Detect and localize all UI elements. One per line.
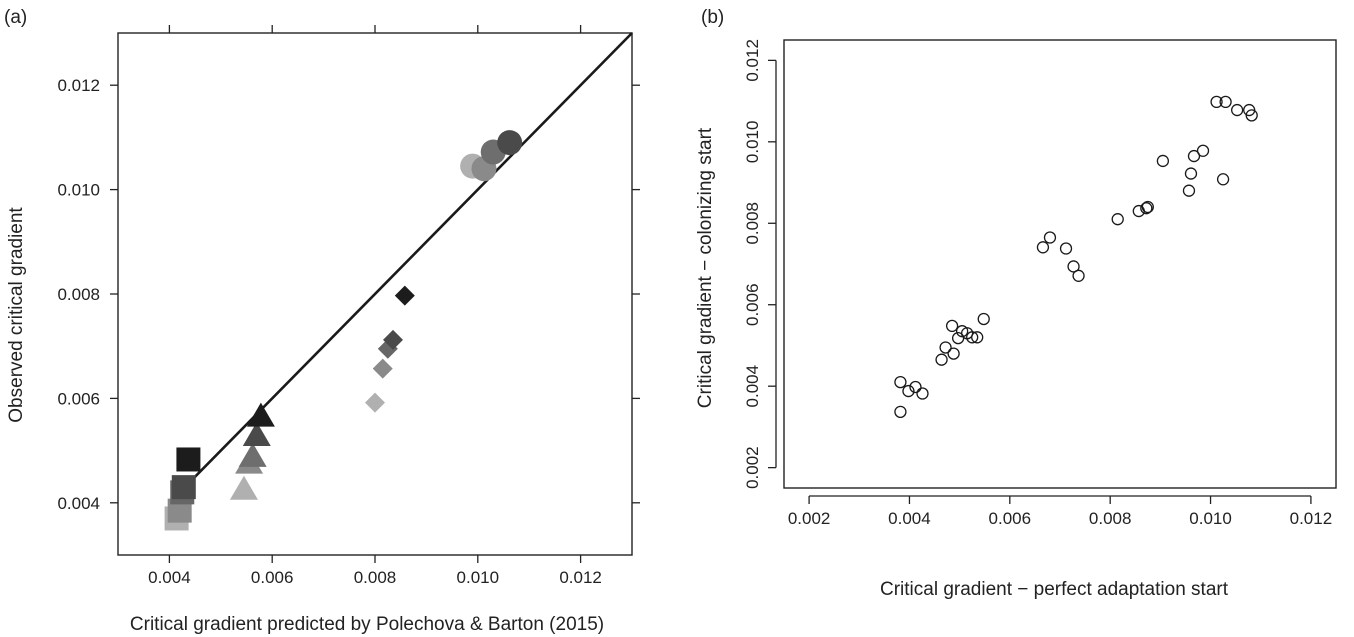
- reference-line: [173, 32, 633, 499]
- open-circle-point: [945, 319, 959, 333]
- triangle-marker: [229, 475, 258, 500]
- open-circle-point: [1141, 200, 1154, 214]
- open-circle-point: [1156, 154, 1170, 168]
- triangle-marker: [242, 421, 271, 446]
- open-circle-point: [1140, 202, 1153, 215]
- panel-b-y-tick-label: 0.006: [743, 283, 762, 326]
- open-circle-point: [894, 375, 907, 389]
- panel-a-xlabel: Critical gradient predicted by Polechova…: [130, 614, 604, 635]
- open-circle-point: [1184, 167, 1198, 180]
- open-circle-point: [1230, 103, 1244, 117]
- panel-a-plot: 0.004 0.006 0.008 0.010 0.012 0.004 0.006 0.008…: [57, 25, 640, 587]
- panel-a-y-tick-label: 0.004: [57, 494, 100, 513]
- panel-a-y-tick-label: 0.006: [57, 389, 100, 408]
- panel-b-x-tick-label: 0.004: [888, 509, 931, 528]
- panel-b-x-tick-label: 0.012: [1290, 509, 1333, 528]
- panel-a-y-tick-label: 0.008: [57, 285, 100, 304]
- diamond-marker: [365, 392, 385, 413]
- panel-b-xlabel: Critical gradient − perfect adaptation s…: [880, 579, 1229, 600]
- diamond-marker: [372, 358, 393, 379]
- square-marker: [171, 475, 196, 500]
- panel-a: (a) 0.004 0.006 0.008 0.010 0.0120.0040.0060…: [4, 7, 640, 635]
- panel-a-x-tick-label: 0.012: [559, 568, 602, 587]
- panel-b-x-tick-label: 0.006: [989, 509, 1032, 528]
- panel-b-y-tick-label: 0.012: [743, 39, 762, 82]
- open-circle-point: [1067, 260, 1080, 273]
- panel-b-plot: 0.002 0.004 0.006 0.008 0.010 0.012 0.002 0.004…: [743, 39, 1337, 528]
- panel-a-x-tick-label: 0.004: [148, 568, 191, 587]
- panel-b-y-tick-label: 0.004: [743, 365, 762, 408]
- open-circle-point: [1187, 149, 1201, 163]
- open-circle-point: [1216, 173, 1230, 186]
- open-circle-point: [977, 312, 990, 326]
- diamond-marker: [382, 329, 403, 350]
- panel-a-ylabel: Observed critical gradient: [6, 207, 27, 423]
- open-circle-point: [1219, 95, 1232, 109]
- open-circle-point: [1072, 269, 1085, 282]
- panel-a-y-tick-label: 0.012: [57, 76, 100, 95]
- open-circle-point: [971, 331, 984, 344]
- open-circle-point: [1210, 95, 1223, 109]
- open-circle-point: [966, 331, 979, 344]
- open-circle-point: [1036, 241, 1050, 254]
- panel-b-y-tick-label: 0.010: [743, 121, 762, 164]
- panel-a-label: (a): [4, 7, 27, 28]
- panel-b-ylabel: Critical gradient − colonizing start: [695, 127, 716, 408]
- open-circle-point: [1059, 242, 1073, 255]
- panel-b-y-tick-label: 0.008: [743, 202, 762, 245]
- open-circle-point: [935, 353, 948, 366]
- diamond-marker: [394, 285, 415, 306]
- panel-a-x-tick-label: 0.010: [457, 568, 500, 587]
- open-circle-point: [894, 405, 907, 418]
- open-circle-point: [1111, 213, 1124, 226]
- panel-b-x-tick-label: 0.002: [788, 509, 831, 528]
- panel-b-x-tick-label: 0.008: [1089, 509, 1132, 528]
- panel-b-y-tick-label: 0.002: [743, 446, 762, 489]
- square-marker: [176, 447, 201, 472]
- open-circle-point: [947, 347, 960, 360]
- panel-b-x-tick-label: 0.010: [1189, 509, 1232, 528]
- panel-a-x-tick-label: 0.006: [251, 568, 294, 587]
- panel-b-label: (b): [701, 7, 724, 28]
- panel-b-plot-frame: [783, 39, 1337, 489]
- open-circle-point: [939, 341, 952, 354]
- open-circle-point: [1196, 144, 1210, 157]
- open-circle-point: [1182, 184, 1196, 197]
- circle-marker: [497, 130, 523, 156]
- open-circle-point: [909, 380, 922, 394]
- panel-a-y-tick-label: 0.010: [57, 181, 100, 200]
- panel-a-x-tick-label: 0.008: [354, 568, 397, 587]
- triangle-marker: [246, 402, 275, 427]
- open-circle-point: [1245, 109, 1258, 122]
- open-circle-point: [916, 387, 929, 400]
- open-circle-point: [1043, 231, 1057, 244]
- triangle-marker: [238, 442, 267, 467]
- panel-b: (b) 0.002 0.004 0.006 0.008 0.010 0.0120.0020…: [695, 7, 1337, 600]
- open-circle-point: [902, 384, 915, 398]
